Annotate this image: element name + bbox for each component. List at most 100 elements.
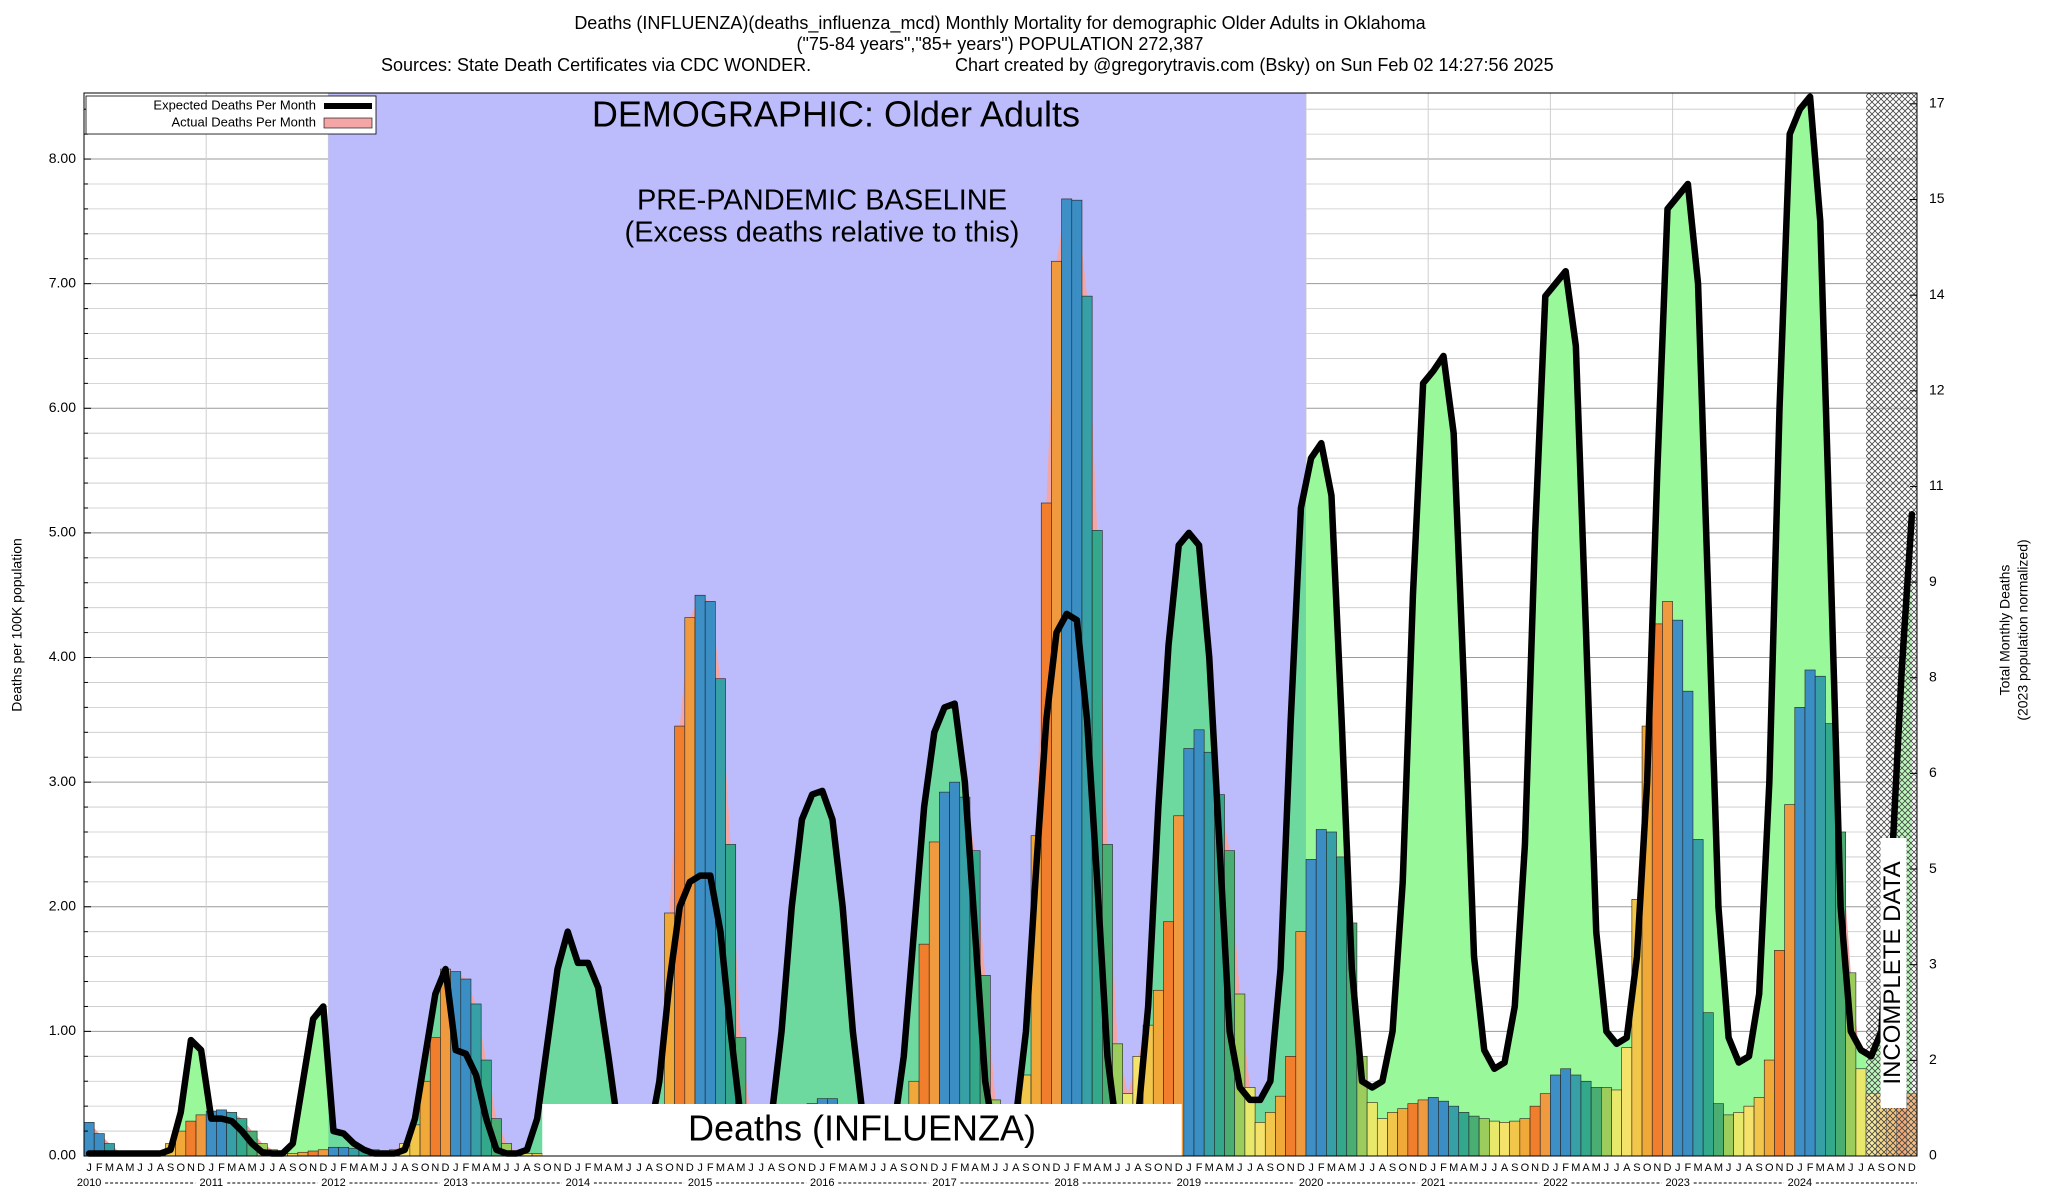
bar: [949, 781, 961, 1157]
year-label: 2016: [810, 1177, 834, 1189]
bar: [1040, 502, 1052, 1157]
bar: [1662, 601, 1673, 1157]
x-tick-label: O: [910, 1162, 919, 1174]
x-tick-label: S: [1022, 1162, 1029, 1174]
x-tick-label: M: [960, 1162, 969, 1174]
y2-axis-label: (2023 population normalized): [2015, 539, 2031, 720]
bar: [1264, 1112, 1276, 1157]
x-tick-label: O: [1643, 1162, 1652, 1174]
incomplete-label: INCOMPLETE DATA: [1879, 861, 1906, 1084]
bar: [1285, 1056, 1297, 1157]
y-tick-label: 7.00: [49, 274, 76, 290]
x-tick-label: O: [176, 1162, 185, 1174]
x-tick-label: M: [1693, 1162, 1702, 1174]
x-tick-label: O: [1276, 1162, 1285, 1174]
x-tick-label: A: [727, 1162, 735, 1174]
x-tick-label: M: [981, 1162, 990, 1174]
x-tick-label: O: [1398, 1162, 1407, 1174]
x-tick-label: N: [1409, 1162, 1417, 1174]
x-tick-label: J: [1003, 1162, 1009, 1174]
x-tick-label: A: [646, 1162, 654, 1174]
x-tick-label: A: [1338, 1162, 1346, 1174]
bar: [1794, 707, 1806, 1157]
bar: [1672, 619, 1684, 1157]
x-tick-label: N: [1165, 1162, 1173, 1174]
x-tick-label: A: [1379, 1162, 1387, 1174]
bar: [1193, 729, 1205, 1157]
x-tick-label: D: [1786, 1162, 1794, 1174]
plot-overlay: Deaths (INFLUENZA) INCOMPLETE DATA DEMOGRA…: [49, 92, 1945, 1189]
x-tick-label: F: [1562, 1162, 1569, 1174]
bar: [1580, 1080, 1592, 1157]
bar: [1458, 1112, 1470, 1157]
y2-tick-label: 15: [1929, 190, 1945, 206]
x-tick-label: M: [105, 1162, 114, 1174]
year-label: 2019: [1177, 1177, 1201, 1189]
x-tick-label: A: [1012, 1162, 1020, 1174]
x-tick-label: A: [1460, 1162, 1468, 1174]
x-tick-label: J: [626, 1162, 632, 1174]
bar: [1611, 1089, 1622, 1157]
x-tick-label: M: [716, 1162, 725, 1174]
y2-tick-label: 14: [1929, 286, 1945, 302]
x-tick-label: F: [1196, 1162, 1203, 1174]
x-tick-label: M: [594, 1162, 603, 1174]
y2-axis-label: Total Monthly Deaths: [1997, 565, 2013, 696]
x-tick-label: M: [736, 1162, 745, 1174]
x-tick-label: S: [900, 1162, 907, 1174]
x-tick-label: F: [1318, 1162, 1325, 1174]
x-tick-label: O: [787, 1162, 796, 1174]
bar: [1468, 1115, 1480, 1157]
x-tick-label: M: [1592, 1162, 1601, 1174]
bar: [195, 1114, 207, 1157]
x-tick-label: N: [1653, 1162, 1661, 1174]
x-tick-label: S: [1511, 1162, 1518, 1174]
bar: [1315, 829, 1327, 1157]
x-tick-label: F: [707, 1162, 714, 1174]
x-tick-label: A: [1134, 1162, 1142, 1174]
bar: [1784, 804, 1796, 1157]
x-tick-label: D: [930, 1162, 938, 1174]
bar: [1448, 1105, 1460, 1157]
year-label: 2018: [1054, 1177, 1078, 1189]
bar: [1621, 1047, 1633, 1157]
x-tick-label: A: [1501, 1162, 1509, 1174]
x-tick-label: M: [1816, 1162, 1825, 1174]
x-tick-label: J: [1481, 1162, 1487, 1174]
x-tick-label: A: [1216, 1162, 1224, 1174]
x-tick-label: J: [993, 1162, 999, 1174]
x-tick-label: J: [331, 1162, 337, 1174]
x-tick-label: F: [951, 1162, 958, 1174]
y-tick-label: 6.00: [49, 399, 76, 415]
x-tick-label: J: [270, 1162, 276, 1174]
x-tick-label: J: [1125, 1162, 1131, 1174]
x-tick-label: J: [758, 1162, 764, 1174]
y-tick-label: 2.00: [49, 897, 76, 913]
bar: [1427, 1097, 1439, 1157]
year-label: 2020: [1299, 1177, 1323, 1189]
cause-label: Deaths (INFLUENZA): [688, 1108, 1036, 1149]
x-tick-label: J: [1064, 1162, 1070, 1174]
year-label: 2011: [199, 1177, 223, 1189]
x-tick-label: J: [1431, 1162, 1437, 1174]
x-tick-label: D: [1664, 1162, 1672, 1174]
x-tick-label: N: [309, 1162, 317, 1174]
bar: [1763, 1059, 1775, 1157]
bar: [1061, 198, 1073, 1157]
bar: [1478, 1118, 1490, 1157]
bar: [1651, 623, 1663, 1157]
incomplete-box: [1880, 838, 1907, 1108]
x-tick-label: M: [125, 1162, 134, 1174]
x-tick-label: J: [382, 1162, 388, 1174]
x-tick-label: F: [463, 1162, 470, 1174]
x-tick-label: A: [971, 1162, 979, 1174]
y2-tick-label: 8: [1929, 668, 1937, 684]
y-tick-label: 0.00: [49, 1147, 76, 1163]
bar: [348, 1148, 360, 1157]
bar: [1509, 1120, 1521, 1157]
bar: [1376, 1118, 1388, 1157]
x-tick-label: O: [1765, 1162, 1774, 1174]
x-tick-label: J: [1553, 1162, 1559, 1174]
bar: [1051, 260, 1062, 1157]
x-tick-label: A: [360, 1162, 368, 1174]
